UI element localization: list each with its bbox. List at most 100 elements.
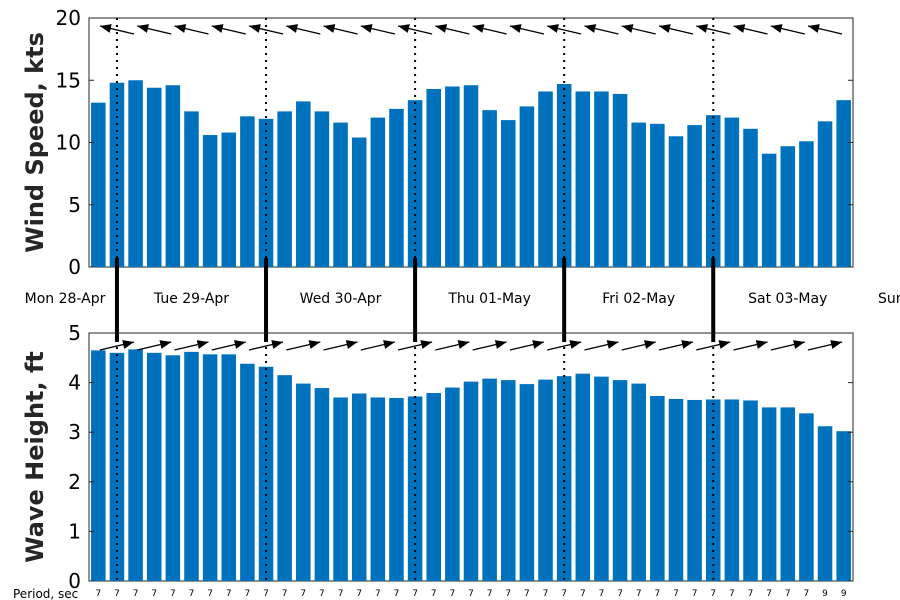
- period-value: 7: [804, 589, 810, 599]
- bar: [687, 399, 702, 581]
- period-value: 7: [338, 589, 344, 599]
- direction-arrow-head: [234, 340, 246, 349]
- bar: [240, 363, 255, 581]
- bar: [351, 393, 367, 581]
- direction-arrow-head: [323, 24, 336, 33]
- bar: [184, 111, 199, 267]
- bar: [650, 395, 665, 581]
- bar: [296, 383, 311, 581]
- direction-arrow-head: [174, 24, 187, 33]
- direction-arrow-head: [249, 24, 261, 33]
- bar: [501, 120, 516, 267]
- bar: [202, 135, 218, 267]
- period-value: 7: [561, 589, 567, 599]
- bar: [445, 387, 460, 581]
- direction-arrow-head: [398, 24, 410, 33]
- bar: [817, 121, 833, 268]
- direction-arrow-head: [532, 340, 544, 349]
- bar: [389, 108, 404, 267]
- period-value: 7: [766, 589, 772, 599]
- bar: [258, 118, 274, 267]
- bar: [370, 397, 386, 581]
- period-value: 7: [151, 589, 157, 599]
- direction-arrow-head: [435, 24, 448, 33]
- bar: [780, 146, 796, 267]
- direction-arrow-head: [137, 24, 149, 33]
- bar: [556, 83, 572, 267]
- y-tick-label: 15: [56, 68, 81, 92]
- bar: [799, 413, 814, 581]
- direction-arrow-head: [383, 340, 395, 349]
- bar: [538, 379, 553, 581]
- period-value: 7: [282, 589, 288, 599]
- bar: [631, 383, 646, 581]
- bar: [612, 93, 628, 267]
- bar: [538, 91, 553, 267]
- period-value: 7: [133, 589, 139, 599]
- bar: [296, 101, 311, 267]
- period-value: 7: [599, 589, 605, 599]
- direction-arrow-head: [494, 340, 507, 349]
- bar: [333, 122, 348, 267]
- bar: [146, 87, 162, 267]
- bar: [650, 123, 665, 267]
- bar: [724, 399, 740, 581]
- wave-height-panel: 0 1 2 3 4 5 Wave Height, ft: [21, 321, 854, 593]
- period-value: 7: [673, 589, 679, 599]
- bar: [556, 376, 572, 581]
- period-value: 7: [710, 589, 716, 599]
- direction-arrow-head: [696, 24, 708, 33]
- bar: [687, 125, 702, 267]
- bar: [501, 380, 516, 581]
- direction-arrow-head: [718, 340, 731, 349]
- period-value: 7: [189, 589, 195, 599]
- direction-arrow-head: [755, 340, 768, 349]
- period-value: 7: [692, 589, 698, 599]
- period-value: 7: [543, 589, 549, 599]
- y-axis-label: Wave Height, ft: [21, 351, 49, 563]
- bar: [370, 117, 386, 267]
- direction-arrow-head: [271, 340, 284, 349]
- bar: [743, 128, 758, 267]
- bar: [407, 100, 423, 267]
- direction-arrow-head: [621, 24, 634, 33]
- bar: [799, 141, 814, 267]
- bar: [519, 106, 535, 268]
- direction-arrow-head: [122, 340, 134, 349]
- bar: [668, 136, 684, 267]
- bar: [202, 354, 218, 581]
- direction-arrow-head: [584, 24, 597, 33]
- period-value: 7: [263, 589, 269, 599]
- direction-arrow-head: [509, 24, 522, 33]
- period-value: 7: [319, 589, 325, 599]
- direction-arrow-head: [808, 24, 820, 33]
- bar: [463, 85, 479, 267]
- period-value: 7: [412, 589, 418, 599]
- period-value: 7: [748, 589, 754, 599]
- period-value: 7: [524, 589, 530, 599]
- bar: [594, 91, 609, 267]
- bar: [128, 349, 143, 581]
- bar: [817, 426, 833, 581]
- bar: [389, 397, 404, 581]
- direction-arrow-head: [830, 340, 843, 349]
- bar: [445, 86, 460, 267]
- direction-arrow-head: [569, 340, 582, 349]
- direction-arrow-head: [681, 340, 693, 349]
- day-label: Tue 29-Apr: [153, 291, 229, 307]
- direction-arrow-head: [643, 340, 656, 349]
- bar: [128, 80, 143, 267]
- bar: [240, 116, 255, 267]
- period-value: 7: [300, 589, 306, 599]
- y-tick-label: 0: [68, 569, 81, 593]
- day-label: Sat 03-May: [748, 291, 827, 307]
- direction-arrow-head: [159, 340, 172, 349]
- bar: [575, 91, 591, 267]
- y-axis-label: Wind Speed, kts: [21, 32, 49, 253]
- direction-arrow-head: [286, 24, 299, 33]
- y-tick-label: 0: [68, 255, 81, 279]
- period-value: 7: [431, 589, 437, 599]
- direction-arrow-head: [793, 340, 805, 349]
- period-row: Period, sec 7 7 7 7 7 7 7 7 7 7 7 7 7 7 7 7 7 7 7 7 7 7 7 7 7 7 7 7 7…: [13, 587, 847, 600]
